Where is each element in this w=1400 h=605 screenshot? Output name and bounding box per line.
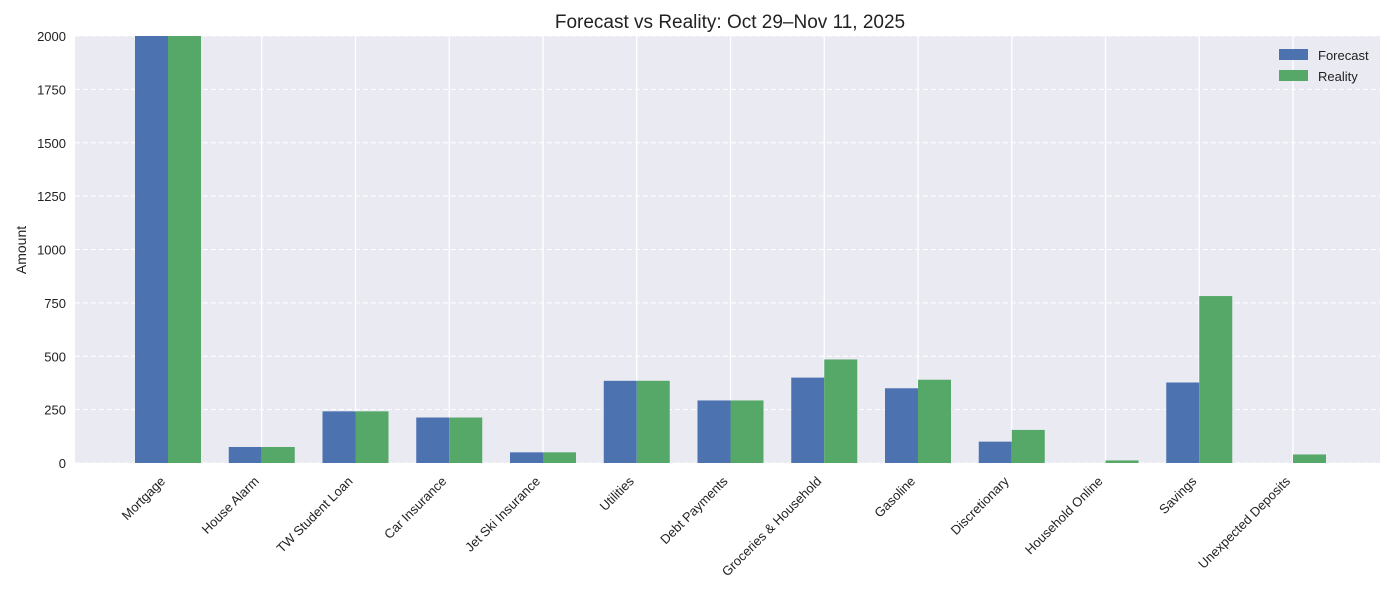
bar-forecast <box>228 446 262 463</box>
bar-forecast <box>510 452 543 463</box>
x-tick-label: Groceries & Household <box>719 474 825 580</box>
y-tick-label: 500 <box>44 349 66 364</box>
bar-reality <box>824 359 858 463</box>
bar-reality <box>543 452 576 463</box>
y-axis-label: Amount <box>13 226 29 274</box>
bar-forecast <box>603 380 637 463</box>
bar-forecast <box>791 377 825 463</box>
x-tick-label: Car Insurance <box>381 474 449 542</box>
y-tick-label: 1000 <box>37 243 66 258</box>
bar-forecast <box>1166 382 1200 463</box>
bar-forecast <box>135 36 168 463</box>
bar-reality <box>1105 460 1139 463</box>
legend-swatch-forecast <box>1279 49 1308 60</box>
y-tick-label: 1250 <box>37 189 66 204</box>
legend-swatch-reality <box>1279 70 1308 81</box>
x-tick-label: House Alarm <box>199 474 262 537</box>
bar-reality <box>1011 429 1045 463</box>
x-tick-label: Jet Ski Insurance <box>462 474 543 555</box>
x-tick-label: Household Online <box>1022 474 1106 558</box>
y-tick-label: 2000 <box>37 29 66 44</box>
x-tick-label: Unexpected Deposits <box>1195 473 1293 571</box>
bar-reality <box>355 411 389 463</box>
x-tick-label: Mortgage <box>119 474 168 523</box>
x-tick-label: Debt Payments <box>657 473 731 547</box>
bars <box>135 36 1326 463</box>
y-tick-label: 1500 <box>37 136 66 151</box>
bar-reality <box>918 379 951 463</box>
x-tick-label: Gasoline <box>871 474 918 521</box>
x-tick-label: Utilities <box>597 473 638 514</box>
grid-lines <box>75 35 1380 464</box>
bar-reality <box>636 380 670 463</box>
bar-forecast <box>885 388 918 463</box>
bar-forecast <box>322 411 356 463</box>
x-tick-label: TW Student Loan <box>273 474 355 556</box>
bar-reality <box>1293 454 1326 463</box>
x-tick-label: Discretionary <box>948 473 1013 538</box>
y-tick-label: 1750 <box>37 82 66 97</box>
bar-reality <box>730 400 764 463</box>
chart-title: Forecast vs Reality: Oct 29–Nov 11, 2025 <box>555 12 905 33</box>
bar-forecast <box>697 400 731 463</box>
bar-reality <box>1199 296 1233 463</box>
y-axis-ticks: 0 250 500 750 1000 1250 1500 1750 2000 <box>37 29 66 471</box>
y-tick-label: 0 <box>59 456 66 471</box>
legend-label-forecast: Forecast <box>1318 48 1369 63</box>
bar-reality <box>449 417 483 463</box>
bar-reality <box>168 36 201 463</box>
y-tick-label: 250 <box>44 403 66 418</box>
bar-forecast <box>416 417 450 463</box>
x-tick-label: Savings <box>1156 473 1200 517</box>
bar-forecast <box>978 441 1012 463</box>
legend: Forecast Reality <box>1279 48 1369 84</box>
x-axis-ticks: Mortgage House Alarm TW Student Loan Car In… <box>119 473 1294 579</box>
y-tick-label: 750 <box>44 296 66 311</box>
legend-label-reality: Reality <box>1318 69 1358 84</box>
bar-reality <box>261 446 295 463</box>
